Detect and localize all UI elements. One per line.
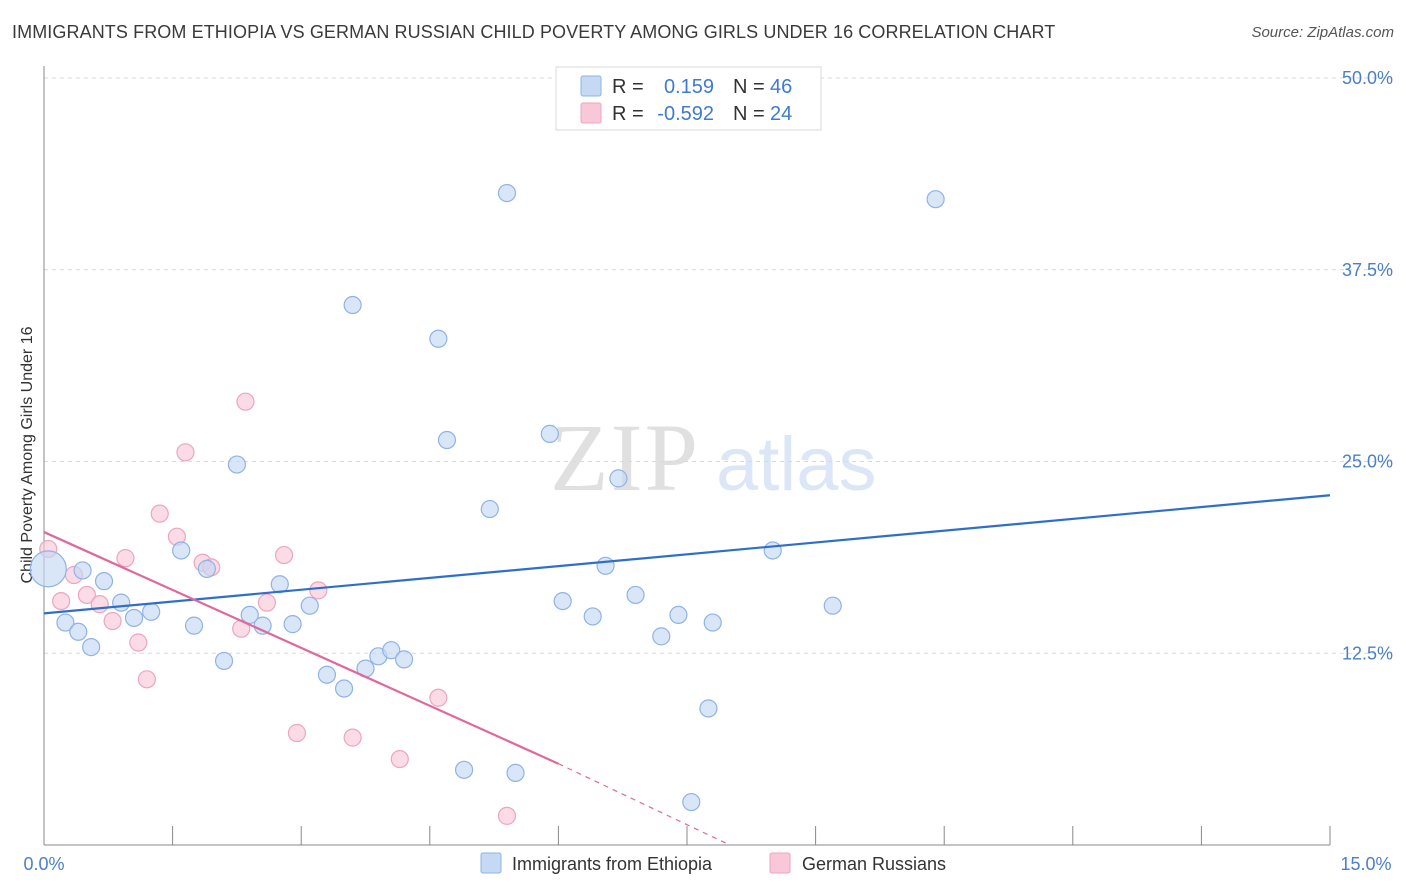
german-russian-point <box>150 504 169 523</box>
watermark-zip: ZIP <box>550 404 700 511</box>
german-russian-point <box>429 688 448 707</box>
legend-label-german-russians: German Russians <box>802 854 946 874</box>
ethiopia-point <box>227 455 246 474</box>
ethiopia-point <box>82 638 101 657</box>
y-tick-labels: 12.5% 25.0% 37.5% 50.0% <box>1342 68 1393 663</box>
watermark-atlas: atlas <box>716 422 877 507</box>
ethiopia-point <box>437 430 457 450</box>
x-tick-label-min: 0.0% <box>23 854 64 874</box>
ethiopia-point <box>94 572 114 591</box>
ethiopia-point <box>69 622 88 641</box>
german-russian-point <box>103 611 122 631</box>
german-russian-point <box>497 806 517 825</box>
stats-n-value-2: 24 <box>770 103 792 125</box>
stats-r-value-1: 0.159 <box>664 76 714 98</box>
ethiopia-point <box>506 763 525 783</box>
ethiopia-point <box>626 585 645 605</box>
ethiopia-point <box>596 556 615 575</box>
ethiopia-point <box>240 605 259 625</box>
stats-n-value-1: 46 <box>770 76 792 98</box>
ethiopia-point <box>29 550 67 588</box>
ethiopia-point <box>699 699 718 718</box>
german-russian-point <box>137 670 156 689</box>
german-russian-point <box>116 549 135 568</box>
ethiopia-point <box>214 651 234 671</box>
ethiopia-point <box>56 613 75 632</box>
stats-r-value-2: -0.592 <box>657 103 714 125</box>
legend-swatch-blue <box>480 852 502 874</box>
x-axis-ticks <box>43 826 1331 845</box>
data-points <box>29 183 945 825</box>
german-russian-trend-extension <box>558 763 731 846</box>
ethiopia-point <box>112 593 131 612</box>
ethiopia-point <box>497 183 517 203</box>
ethiopia-point <box>317 665 337 684</box>
german-russian-point <box>90 595 109 614</box>
ethiopia-point <box>480 499 499 519</box>
ethiopia-point <box>73 561 92 580</box>
ethiopia-point <box>343 295 362 315</box>
stats-n-label-1: N = <box>733 76 765 98</box>
y-axis-title: Child Poverty Among Girls Under 16 <box>19 326 36 583</box>
ethiopia-point <box>429 329 448 348</box>
ethiopia-point <box>142 602 161 621</box>
stats-r-label-2: R = <box>612 103 644 125</box>
trend-lines <box>43 494 1331 846</box>
ethiopia-trend-line <box>43 494 1331 615</box>
y-tick-label: 12.5% <box>1342 643 1393 663</box>
gridlines <box>44 77 1392 654</box>
ethiopia-point <box>283 615 302 634</box>
ethiopia-point <box>300 596 319 615</box>
ethiopia-point <box>540 424 559 443</box>
ethiopia-point <box>609 469 628 488</box>
stats-swatch-pink <box>580 102 602 124</box>
legend-label-ethiopia: Immigrants from Ethiopia <box>512 854 713 874</box>
stats-r-label-1: R = <box>612 76 644 98</box>
ethiopia-point <box>124 608 144 628</box>
ethiopia-point <box>382 641 401 660</box>
ethiopia-point <box>669 605 688 625</box>
ethiopia-point <box>454 760 474 779</box>
ethiopia-point <box>172 541 191 560</box>
german-russian-point <box>77 585 96 605</box>
y-tick-label: 50.0% <box>1342 68 1393 88</box>
stats-swatch-blue <box>580 75 602 97</box>
legend-swatch-pink <box>769 852 791 874</box>
german-russian-point <box>176 443 195 462</box>
german-russian-point <box>129 633 148 652</box>
german-russian-point <box>309 581 328 600</box>
ethiopia-point <box>703 613 722 632</box>
y-tick-label: 37.5% <box>1342 260 1393 280</box>
legend: Immigrants from Ethiopia German Russians <box>480 852 946 874</box>
german-russian-point <box>287 723 307 743</box>
ethiopia-point <box>763 541 782 560</box>
ethiopia-point <box>334 679 354 698</box>
ethiopia-point <box>394 650 414 669</box>
ethiopia-point <box>197 559 216 578</box>
source-credit: Source: ZipAtlas.com <box>1251 24 1394 41</box>
y-tick-label: 25.0% <box>1342 452 1393 472</box>
ethiopia-point <box>926 190 945 209</box>
german-russian-point <box>274 545 294 565</box>
ethiopia-point <box>652 627 671 646</box>
x-tick-label-max: 15.0% <box>1340 854 1391 874</box>
ethiopia-point <box>553 591 572 611</box>
ethiopia-point <box>682 792 701 812</box>
ethiopia-point <box>823 596 842 615</box>
ethiopia-point <box>184 616 204 635</box>
german-russian-point <box>343 728 362 747</box>
german-russian-point <box>257 593 277 612</box>
ethiopia-point <box>583 607 602 626</box>
chart-title: IMMIGRANTS FROM ETHIOPIA VS GERMAN RUSSI… <box>12 22 1056 42</box>
german-russian-point <box>52 591 71 611</box>
german-russian-trend-line <box>43 531 559 765</box>
german-russian-point <box>236 392 255 411</box>
stats-n-label-2: N = <box>733 103 765 125</box>
stats-box: R = 0.159 N = 46 R = -0.592 N = 24 <box>555 66 822 131</box>
german-russian-point <box>390 749 409 769</box>
